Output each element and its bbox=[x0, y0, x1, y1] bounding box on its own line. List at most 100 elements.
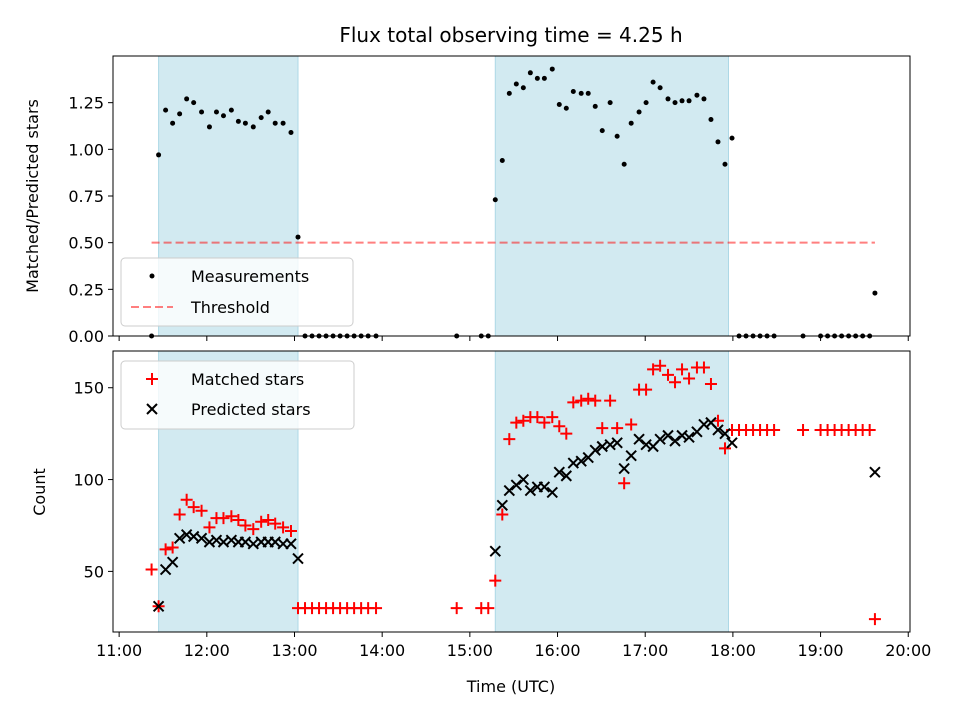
xtick-label-14:00: 14:00 bbox=[359, 641, 405, 660]
matched-star-point-53 bbox=[618, 477, 631, 490]
measurement-point-16 bbox=[265, 109, 271, 115]
matched-star-point-56 bbox=[640, 383, 653, 396]
matched-star-point-34 bbox=[482, 602, 495, 615]
bottom-ylabel: Count bbox=[30, 468, 49, 516]
measurement-point-50 bbox=[599, 128, 605, 134]
bottom-legend-box bbox=[120, 360, 355, 430]
legend-matched-marker bbox=[146, 373, 158, 385]
matched-star-point-16 bbox=[262, 513, 275, 526]
measurement-point-45 bbox=[563, 105, 569, 111]
top-panel: 0.00 0.25 0.50 0.75 1.00 1.25 Matched/Predict… bbox=[23, 55, 911, 346]
predicted-star-point-3 bbox=[173, 532, 186, 545]
matched-star-point-65 bbox=[704, 378, 717, 391]
predicted-star-point-49 bbox=[698, 418, 710, 431]
legend-threshold-label: Threshold bbox=[190, 298, 270, 317]
matched-star-point-18 bbox=[277, 521, 290, 534]
chart-title: Flux total observing time = 4.25 h bbox=[339, 23, 682, 47]
matched-star-point-54 bbox=[625, 418, 638, 431]
measurement-point-36 bbox=[499, 158, 505, 164]
xtick-label-19:00: 19:00 bbox=[798, 641, 844, 660]
predicted-star-point-24 bbox=[517, 473, 530, 486]
matched-star-point-39 bbox=[517, 414, 530, 427]
measurement-point-2 bbox=[163, 107, 169, 113]
measurement-point-62 bbox=[686, 98, 692, 104]
matched-star-point-58 bbox=[654, 359, 667, 372]
measurement-point-38 bbox=[513, 81, 519, 87]
predicted-star-point-44 bbox=[662, 429, 674, 442]
matched-star-point-62 bbox=[683, 372, 696, 385]
measurement-point-63 bbox=[694, 92, 700, 98]
xtick-label-13:00: 13:00 bbox=[271, 641, 317, 660]
matched-star-point-50 bbox=[596, 422, 609, 435]
predicted-star-point-47 bbox=[683, 431, 695, 444]
xtick-label-20:00: 20:00 bbox=[885, 641, 931, 660]
top-ytick-label-0.50: 0.50 bbox=[68, 234, 104, 253]
predicted-star-point-30 bbox=[560, 470, 573, 482]
matched-star-point-6 bbox=[187, 501, 200, 514]
predicted-star-point-52 bbox=[719, 427, 731, 440]
predicted-star-point-6 bbox=[195, 532, 208, 545]
matched-star-point-8 bbox=[203, 521, 216, 534]
xtick-label-15:00: 15:00 bbox=[447, 641, 493, 660]
measurement-point-49 bbox=[592, 103, 598, 109]
matched-star-point-15 bbox=[255, 515, 268, 528]
predicted-star-point-34 bbox=[589, 444, 601, 456]
top-legend: Measurements Threshold bbox=[120, 257, 354, 327]
matched-star-point-32 bbox=[450, 602, 463, 615]
matched-star-point-17 bbox=[269, 517, 282, 530]
legend-measurements-marker bbox=[149, 273, 155, 279]
measurement-point-7 bbox=[199, 109, 205, 115]
measurement-point-19 bbox=[288, 130, 294, 136]
measurement-point-54 bbox=[628, 120, 634, 126]
predicted-star-point-18 bbox=[285, 538, 297, 550]
matched-star-point-42 bbox=[538, 416, 551, 429]
measurement-point-68 bbox=[729, 135, 735, 141]
legend-predicted-label: Predicted stars bbox=[191, 400, 311, 419]
measurement-point-56 bbox=[643, 100, 649, 106]
predicted-star-point-43 bbox=[654, 433, 666, 445]
predicted-star-point-46 bbox=[676, 429, 688, 442]
predicted-star-point-28 bbox=[546, 486, 558, 499]
matched-star-point-31 bbox=[370, 602, 383, 615]
bottom-axes-frame bbox=[112, 350, 911, 633]
xtick-label-18:00: 18:00 bbox=[710, 641, 756, 660]
top-ytick-label-0.00: 0.00 bbox=[68, 327, 104, 346]
matched-star-point-7 bbox=[195, 504, 208, 517]
measurement-point-9 bbox=[213, 109, 219, 115]
top-ytick-label-1.00: 1.00 bbox=[68, 140, 104, 159]
measurement-point-42 bbox=[541, 75, 547, 81]
matched-star-point-5 bbox=[180, 493, 193, 506]
matched-star-point-47 bbox=[575, 394, 588, 407]
matched-star-point-19 bbox=[284, 524, 297, 537]
predicted-star-point-27 bbox=[538, 481, 551, 493]
matched-star-point-52 bbox=[611, 422, 624, 435]
matched-star-point-60 bbox=[669, 376, 682, 389]
measurement-point-11 bbox=[228, 107, 234, 113]
predicted-star-point-36 bbox=[604, 438, 616, 451]
matched-star-point-0 bbox=[145, 563, 158, 576]
matched-star-point-43 bbox=[546, 411, 559, 424]
matched-star-point-41 bbox=[531, 411, 544, 424]
matched-star-point-44 bbox=[553, 420, 566, 433]
xtick-label-11:00: 11:00 bbox=[96, 641, 142, 660]
measurement-point-37 bbox=[506, 90, 512, 96]
matched-star-point-51 bbox=[604, 394, 617, 407]
predicted-star-point-37 bbox=[611, 437, 623, 449]
predicted-star-point-40 bbox=[633, 433, 645, 445]
measurement-point-35 bbox=[492, 197, 498, 203]
xtick-label-16:00: 16:00 bbox=[534, 641, 580, 660]
top-ytick-label-0.75: 0.75 bbox=[68, 187, 104, 206]
matched-star-point-74 bbox=[768, 423, 781, 436]
predicted-star-point-4 bbox=[180, 528, 193, 541]
measurement-point-39 bbox=[520, 85, 526, 91]
xtick-label-17:00: 17:00 bbox=[622, 641, 668, 660]
predicted-star-point-38 bbox=[618, 462, 630, 475]
predicted-star-point-23 bbox=[510, 479, 523, 491]
bottom-legend: Matched stars Predicted stars bbox=[120, 360, 355, 430]
matched-star-point-38 bbox=[510, 416, 523, 429]
predicted-star-point-45 bbox=[669, 435, 681, 447]
top-ylabel: Matched/Predicted stars bbox=[23, 99, 42, 293]
bottom-ytick-label-100: 100 bbox=[73, 471, 104, 490]
predicted-star-point-19 bbox=[292, 552, 304, 565]
matched-star-point-36 bbox=[496, 508, 509, 521]
